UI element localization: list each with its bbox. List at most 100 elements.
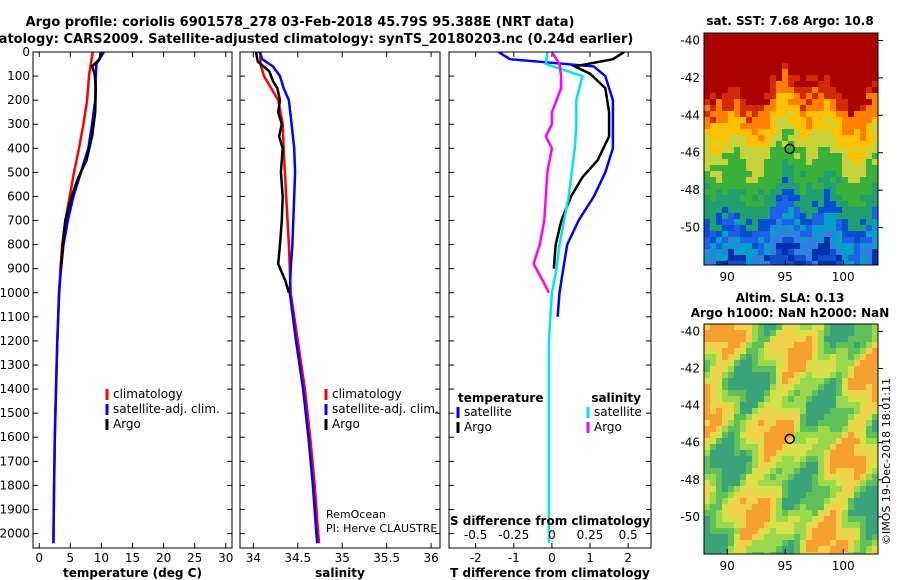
y-tick-label: 1600 (0, 430, 30, 444)
map-raster (704, 33, 878, 265)
series-line-satellite-adj-clim- (52, 52, 105, 544)
y-tick-label: 1800 (0, 478, 30, 492)
map-raster (704, 324, 878, 554)
series-line-argo (59, 52, 103, 269)
title-line-2: Climatology: CARS2009. Satellite-adjuste… (0, 32, 633, 47)
plot-frame (32, 51, 233, 549)
y-tick-label: 2000 (0, 527, 30, 541)
y-tick-label: 1500 (0, 406, 30, 420)
temperature-panel: 0 5 10 15 20 25 300100200300400500600700800900… (0, 45, 233, 580)
map-frame (703, 32, 879, 266)
legend-label: Argo (464, 420, 492, 434)
x-tick-label: 30 (218, 551, 233, 565)
x-tick-label: 2 (624, 551, 632, 565)
plot-frame (448, 51, 652, 549)
map-y-tick-label: -50 (680, 510, 700, 524)
y-tick-label: 1100 (0, 310, 30, 324)
legend-label: satellite (464, 405, 512, 419)
x-tick-label-top: 0 (548, 528, 556, 542)
x-tick-label-top: 0.25 (577, 528, 604, 542)
y-tick-label: 200 (7, 93, 30, 107)
legend-label: climatology (113, 387, 183, 401)
map-x-tick-label: 95 (778, 559, 793, 573)
y-tick-label: 0 (22, 45, 30, 59)
map-y-tick-label: -42 (680, 362, 700, 376)
title-line-1: Argo profile: coriolis 6901578_278 03-Fe… (26, 15, 575, 30)
map-x-tick-label: 90 (720, 270, 735, 284)
argo-location-marker (784, 433, 795, 445)
plot-frame (239, 51, 441, 549)
map-y-tick-label: -46 (680, 436, 700, 450)
y-tick-label: 1200 (0, 334, 30, 348)
x-tick-label: 0 (35, 551, 43, 565)
series-line-temperature-argo (552, 52, 625, 269)
x-tick-label: 10 (94, 551, 109, 565)
y-tick-label: 700 (7, 214, 30, 228)
y-tick-label: 1300 (0, 358, 30, 372)
y-tick-label: 800 (7, 238, 30, 252)
series-line-climatology (259, 52, 321, 544)
argo-location-marker (784, 143, 795, 155)
y-tick-label: 1700 (0, 454, 30, 468)
x-tick-label: 35 (335, 551, 350, 565)
legend-label: Argo (332, 417, 360, 431)
remocean-label: RemOcean (326, 508, 386, 521)
y-tick-label: 600 (7, 189, 30, 203)
legend-label: Argo (594, 420, 622, 434)
x-tick-label: 34 (246, 551, 261, 565)
legend-label: Argo (113, 417, 141, 431)
series-line-temperature-satellite (497, 52, 615, 317)
x-tick-label: 1 (586, 551, 594, 565)
y-tick-label: 1900 (0, 502, 30, 516)
sla-map-title: Altim. SLA: 0.13 (736, 291, 845, 305)
map-y-tick-label: -42 (680, 71, 700, 85)
x-tick-label: 5 (66, 551, 74, 565)
x-tick-label: 35.5 (373, 551, 400, 565)
map-y-tick-label: -40 (680, 33, 700, 47)
series-line-satellite-adj-clim- (258, 52, 319, 544)
pi-label: PI: Herve CLAUSTRE (326, 522, 437, 535)
legend-title-salinity: salinity (591, 391, 641, 405)
legend-label: satellite-adj. clim. (113, 402, 220, 416)
x-tick-label: 25 (187, 551, 202, 565)
map-x-tick-label: 100 (832, 559, 855, 573)
map-y-tick-label: -48 (680, 183, 700, 197)
x-axis-label: salinity (315, 566, 365, 580)
y-tick-label: 500 (7, 165, 30, 179)
x-axis-label-top: S difference from climatology (450, 514, 650, 528)
map-y-tick-label: -44 (680, 108, 700, 122)
series-line-argo (254, 52, 291, 294)
x-tick-label-top: -0.5 (464, 528, 487, 542)
y-tick-label: 1400 (0, 382, 30, 396)
y-tick-label: 100 (7, 69, 30, 83)
x-tick-label: 20 (156, 551, 171, 565)
sst-map-title: sat. SST: 7.68 Argo: 10.8 (706, 14, 873, 28)
x-tick-label-top: -0.25 (498, 528, 529, 542)
legend-label: satellite (594, 405, 642, 419)
map-y-tick-label: -44 (680, 399, 700, 413)
salinity-panel: 34 34.5 35 35.5 36 salinity climatologysatelli… (239, 51, 441, 580)
x-axis-label: temperature (deg C) (63, 566, 202, 580)
legend-label: satellite-adj. clim. (332, 402, 439, 416)
map-x-tick-label: 90 (720, 559, 735, 573)
x-tick-label: 0 (548, 551, 556, 565)
map-y-tick-label: -40 (680, 324, 700, 338)
x-tick-label: -1 (508, 551, 520, 565)
x-tick-label-top: 0.5 (619, 528, 638, 542)
map-y-tick-label: -50 (680, 221, 700, 235)
map-y-tick-label: -48 (680, 473, 700, 487)
x-tick-label: 15 (125, 551, 140, 565)
x-tick-label: 34.5 (284, 551, 311, 565)
y-tick-label: 300 (7, 117, 30, 131)
y-tick-label: 400 (7, 141, 30, 155)
series-line-salinity-argo (532, 52, 563, 294)
legend-title-temperature: temperature (458, 391, 543, 405)
y-tick-label: 1000 (0, 286, 30, 300)
difference-panel: T difference from climatology temperature… (448, 51, 652, 580)
map-x-tick-label: 100 (832, 270, 855, 284)
map-frame (703, 323, 879, 555)
sla-map-subtitle: Argo h1000: NaN h2000: NaN (691, 306, 890, 320)
x-axis-label: T difference from climatology (450, 566, 650, 580)
map-y-tick-label: -46 (680, 146, 700, 160)
